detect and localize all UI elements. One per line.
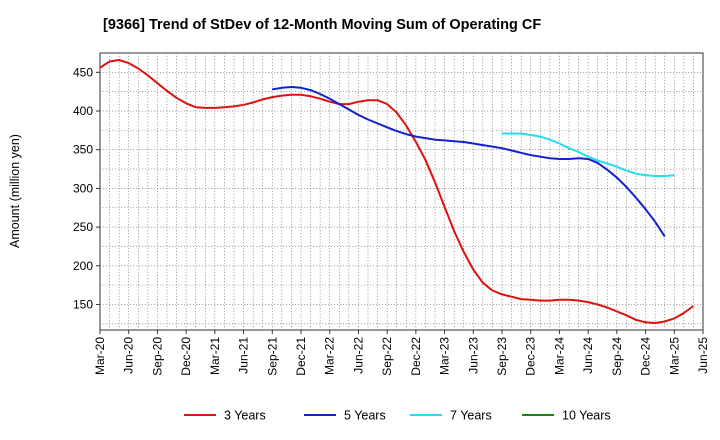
chart-title: [9366] Trend of StDev of 12-Month Moving…	[103, 17, 541, 33]
x-axis-ticks: Mar-20 Jun-20 Sep-20 Dec-20 Mar-21 Jun-21 Sep-…	[93, 330, 710, 376]
x-tick-label: Jun-20	[122, 337, 136, 374]
legend-label: 5 Years	[344, 409, 386, 423]
plot-area	[99, 52, 704, 331]
legend-label: 7 Years	[450, 409, 492, 423]
y-axis-label: Amount (million yen)	[8, 134, 22, 248]
x-tick-label: Dec-24	[639, 337, 653, 376]
y-tick-label: 450	[73, 65, 93, 79]
x-tick-label: Dec-23	[524, 337, 538, 376]
x-tick-label: Jun-24	[581, 337, 595, 374]
y-tick-label: 300	[73, 181, 93, 195]
legend-label: 3 Years	[224, 409, 266, 423]
x-tick-label: Sep-21	[265, 337, 279, 376]
y-tick-label: 250	[73, 220, 93, 234]
x-tick-label: Jun-22	[351, 337, 365, 374]
series-lines	[99, 59, 694, 324]
y-tick-label: 150	[73, 297, 93, 311]
y-tick-label: 400	[73, 104, 93, 118]
x-tick-label: Sep-23	[495, 337, 509, 376]
grid	[100, 53, 703, 330]
x-tick-label: Jun-23	[466, 337, 480, 374]
x-tick-label: Mar-20	[93, 337, 107, 375]
x-tick-label: Jun-25	[696, 337, 710, 374]
x-tick-label: Mar-25	[667, 337, 681, 375]
x-tick-label: Sep-20	[150, 337, 164, 376]
x-tick-label: Mar-23	[438, 337, 452, 375]
x-tick-label: Jun-21	[237, 337, 251, 374]
y-axis-ticks: 150 200 250 300 350 400 450	[73, 65, 100, 311]
legend-label: 10 Years	[562, 409, 611, 423]
series-line-5-years	[272, 86, 666, 237]
legend: 3 Years 5 Years 7 Years 10 Years	[184, 409, 611, 423]
x-tick-label: Sep-22	[380, 337, 394, 376]
series-line-7-years	[502, 132, 675, 177]
x-tick-label: Dec-20	[179, 337, 193, 376]
y-tick-label: 350	[73, 143, 93, 157]
x-tick-label: Mar-21	[208, 337, 222, 375]
x-tick-label: Mar-24	[552, 337, 566, 375]
x-tick-label: Mar-22	[323, 337, 337, 375]
series-line-3-years	[99, 59, 694, 324]
x-tick-label: Sep-24	[610, 337, 624, 376]
x-tick-label: Dec-21	[294, 337, 308, 376]
x-tick-label: Dec-22	[409, 337, 423, 376]
plot-frame	[99, 52, 704, 331]
y-tick-label: 200	[73, 259, 93, 273]
